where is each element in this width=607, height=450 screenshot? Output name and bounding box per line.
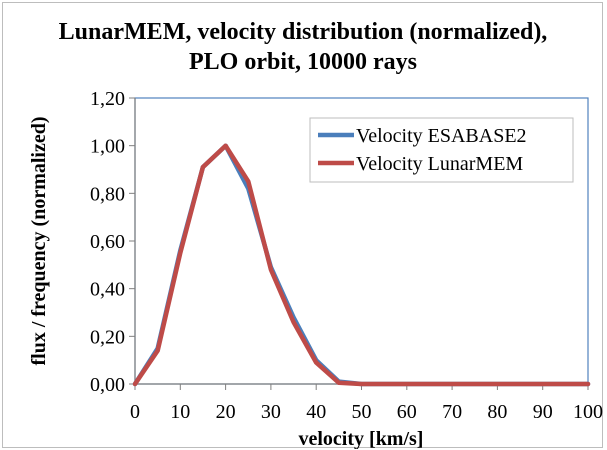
legend-label-1: Velocity ESABASE2 bbox=[356, 125, 527, 147]
x-tick-label: 20 bbox=[216, 401, 236, 423]
x-tick-label: 40 bbox=[306, 401, 326, 423]
y-tick-label: 0,40 bbox=[90, 279, 125, 301]
y-tick-label: 0,00 bbox=[90, 374, 125, 396]
chart-title-line-2: PLO orbit, 10000 rays bbox=[189, 49, 417, 75]
series-line-2 bbox=[132, 143, 591, 387]
legend-box bbox=[309, 117, 574, 183]
legend-label-2: Velocity LunarMEM bbox=[356, 153, 523, 175]
x-tick-label: 90 bbox=[533, 401, 553, 423]
x-tick-label: 10 bbox=[170, 401, 190, 423]
x-axis-ticks: 0 10 20 30 40 50 60 70 80 90 100 bbox=[130, 383, 603, 423]
y-tick-label: 1,00 bbox=[90, 136, 125, 158]
y-axis-title: flux / frequency (normalized) bbox=[28, 116, 50, 365]
x-axis-title: velocity [km/s] bbox=[299, 428, 424, 449]
chart-svg: LunarMEM, velocity distribution (normali… bbox=[28, 19, 603, 449]
y-tick-label: 0,20 bbox=[90, 326, 125, 348]
y-tick-label: 1,20 bbox=[90, 88, 125, 110]
y-tick-label: 0,60 bbox=[90, 231, 125, 253]
chart-title-line-1: LunarMEM, velocity distribution (normali… bbox=[59, 19, 548, 45]
x-tick-label: 60 bbox=[397, 401, 417, 423]
x-tick-label: 80 bbox=[487, 401, 507, 423]
x-tick-label: 70 bbox=[442, 401, 462, 423]
x-tick-label: 0 bbox=[130, 401, 140, 423]
y-tick-label: 0,80 bbox=[90, 183, 125, 205]
x-tick-label: 30 bbox=[261, 401, 281, 423]
y-axis-ticks: 0,00 0,20 0,40 0,60 0,80 1,00 1,20 bbox=[90, 88, 136, 396]
x-tick-label: 100 bbox=[573, 401, 603, 423]
series-group bbox=[132, 143, 591, 387]
legend: Velocity ESABASE2 Velocity LunarMEM bbox=[309, 117, 574, 183]
x-tick-label: 50 bbox=[352, 401, 372, 423]
